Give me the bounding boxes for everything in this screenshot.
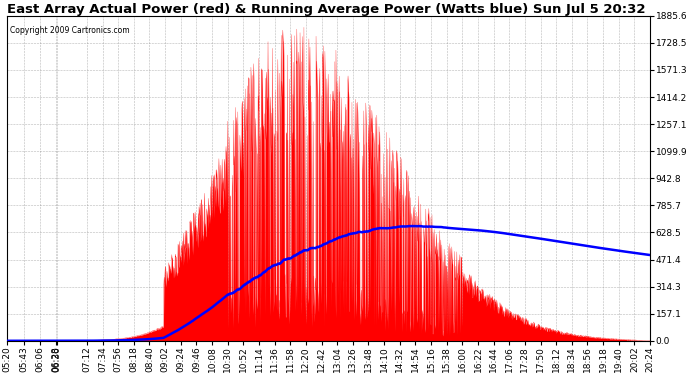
Text: Copyright 2009 Cartronics.com: Copyright 2009 Cartronics.com [10, 26, 130, 34]
Text: East Array Actual Power (red) & Running Average Power (Watts blue) Sun Jul 5 20:: East Array Actual Power (red) & Running … [8, 3, 646, 16]
